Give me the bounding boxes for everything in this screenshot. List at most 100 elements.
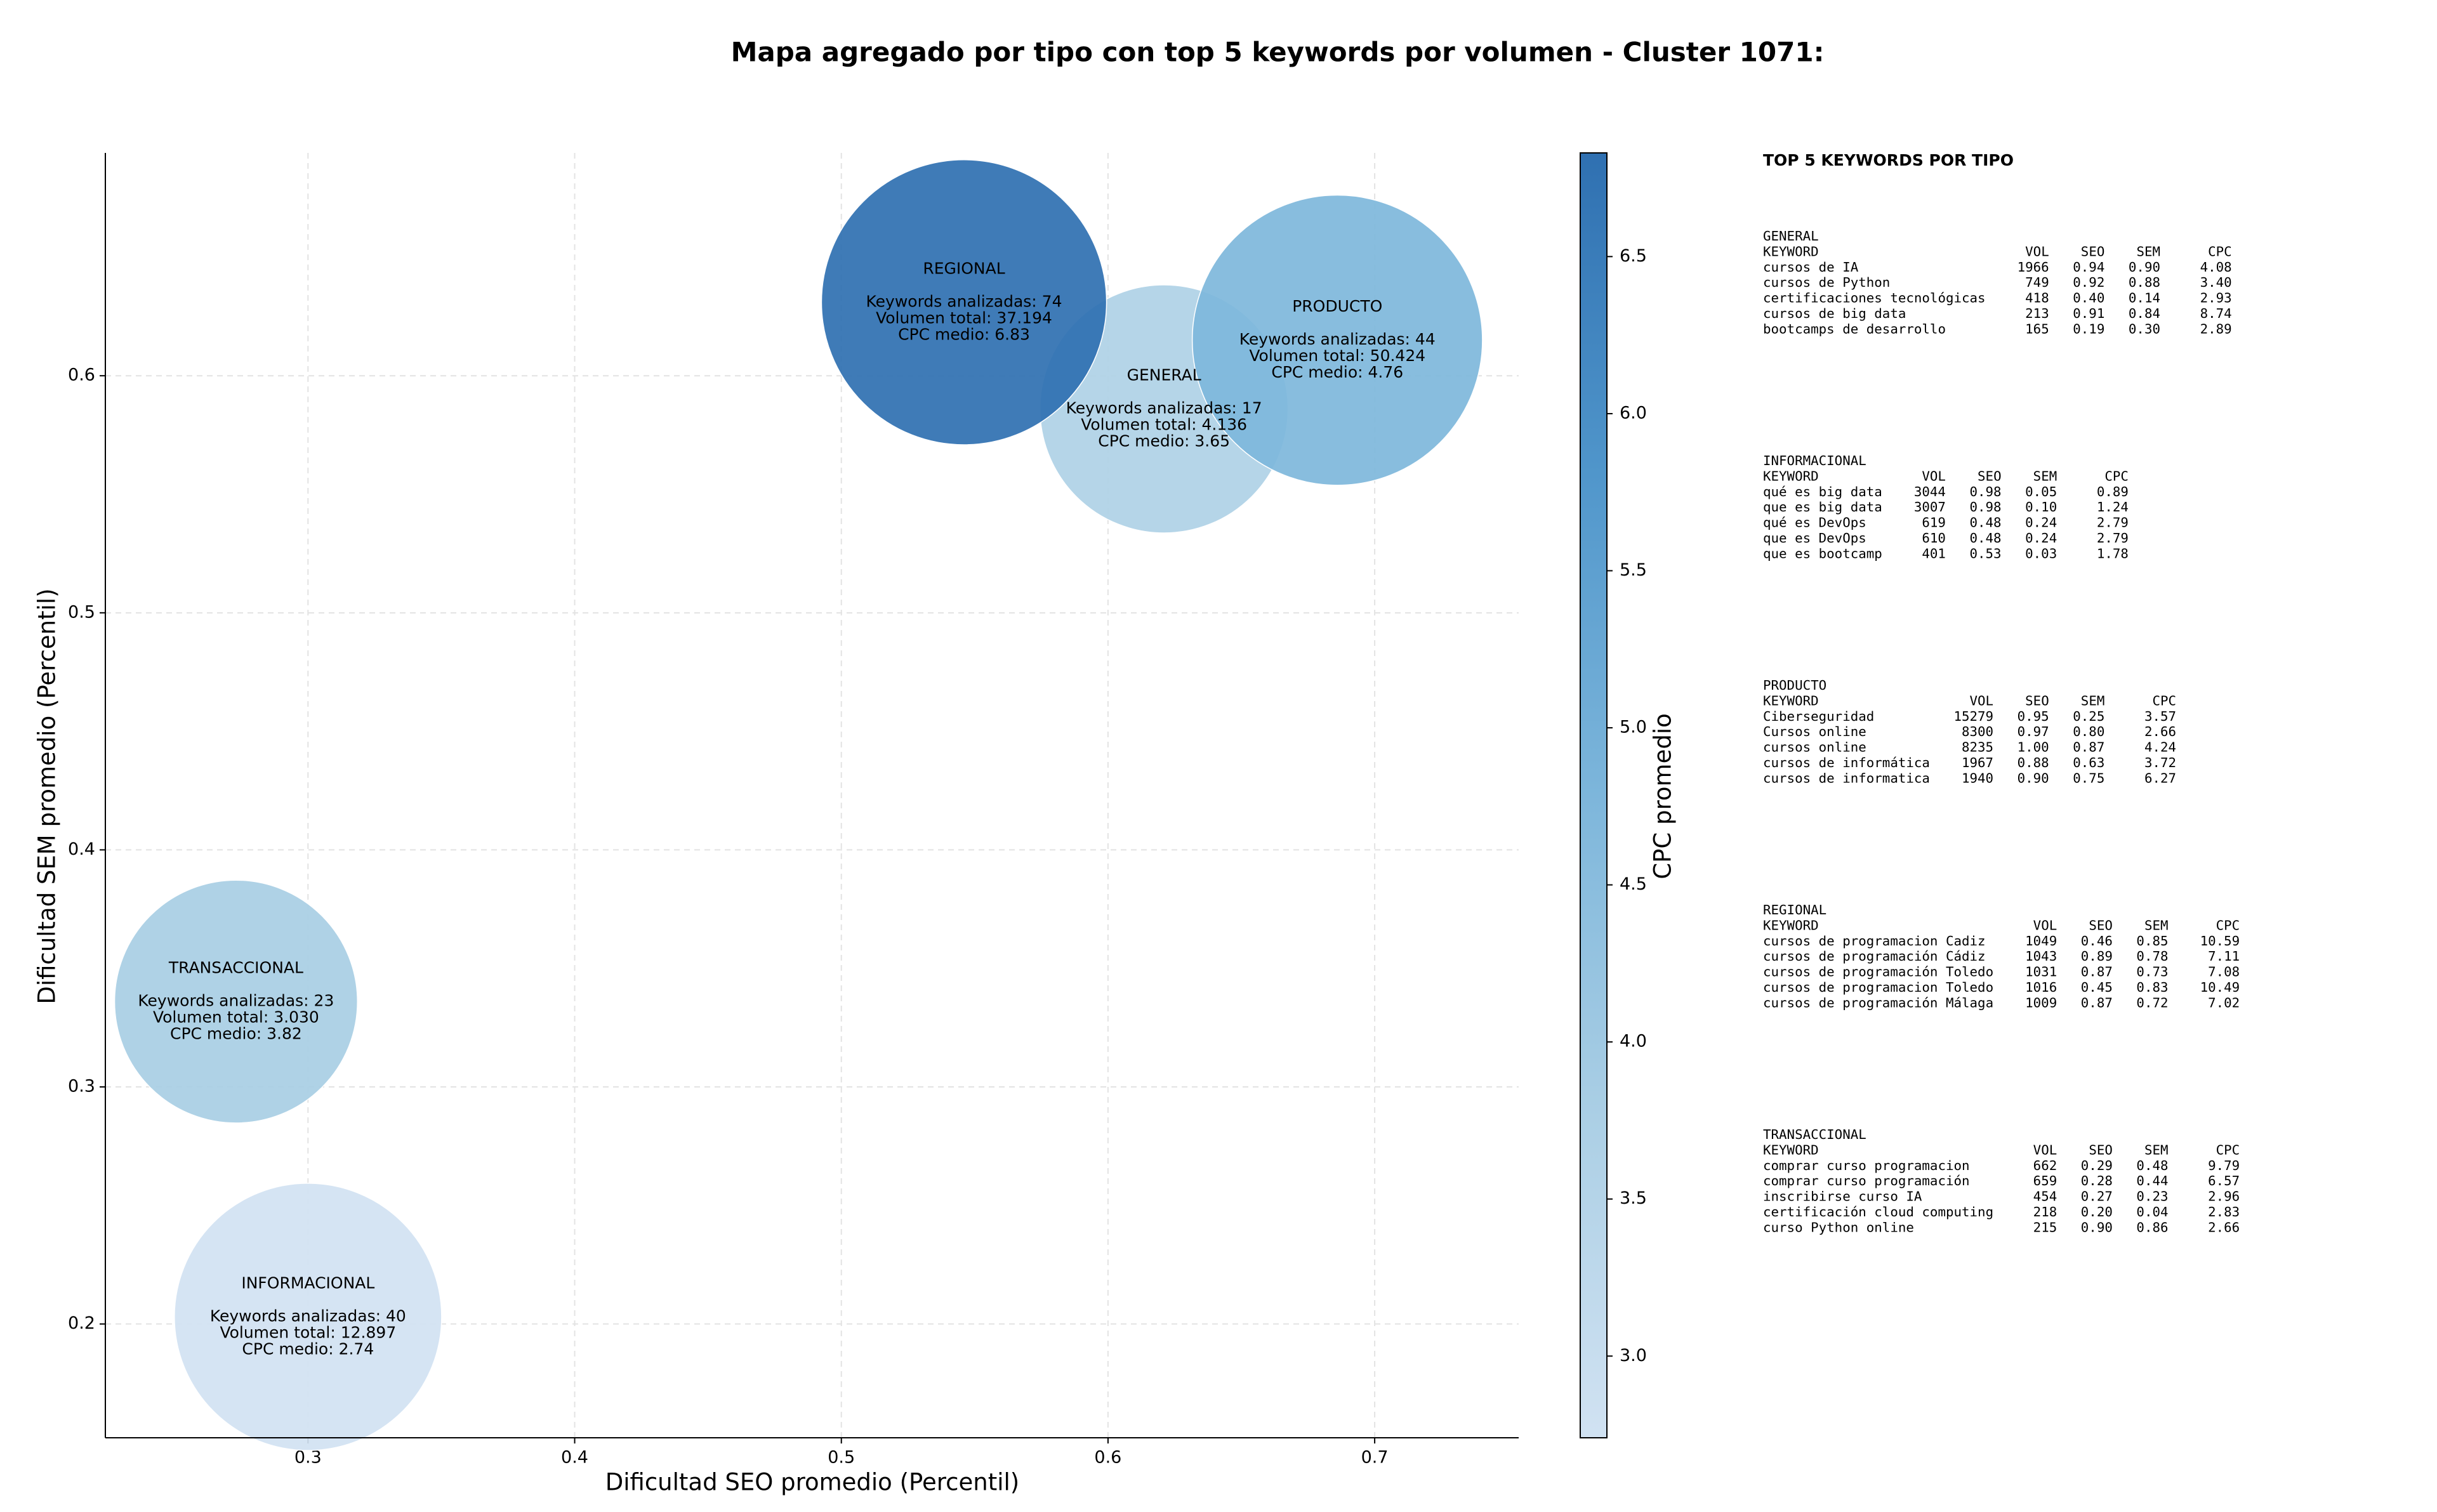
column-header: SEM <box>2144 1142 2169 1157</box>
table-cell: 0.72 <box>2136 995 2168 1010</box>
table-cell: 1.78 <box>2097 546 2129 561</box>
y-axis-label: Dificultad SEM promedio (Percentil) <box>34 588 61 1004</box>
table-cell: 0.87 <box>2073 740 2104 755</box>
column-header: KEYWORD <box>1763 244 1819 259</box>
table-cell: 6.57 <box>2208 1173 2240 1188</box>
table-cell: curso Python online <box>1763 1219 1914 1235</box>
table-cell: 1031 <box>2025 964 2057 980</box>
column-header: CPC <box>2208 244 2232 259</box>
table-cell: 3007 <box>1914 499 1946 515</box>
table-cell: 2.89 <box>2200 321 2232 336</box>
table-cell: que es bootcamp <box>1763 546 1882 561</box>
table-cell: 7.11 <box>2208 949 2240 964</box>
bubble-label: GENERAL <box>1127 366 1201 385</box>
table-cell: 0.48 <box>1970 515 2002 530</box>
column-header: CPC <box>2152 693 2176 708</box>
table-cell: 1.00 <box>2018 740 2049 755</box>
table-cell: 0.95 <box>2018 709 2049 724</box>
table-cell: 0.78 <box>2136 949 2168 964</box>
column-header: SEO <box>2025 693 2049 708</box>
table-cell: cursos de programacion Toledo <box>1763 980 1993 995</box>
column-header: SEO <box>2089 917 2113 933</box>
table-cell: 0.89 <box>2097 484 2129 499</box>
table-cell: cursos de informatica <box>1763 770 1930 786</box>
table-cell: 0.88 <box>2129 275 2160 290</box>
table-cell: 2.79 <box>2097 530 2129 546</box>
table-cell: 0.63 <box>2073 755 2104 770</box>
column-header: SEO <box>2081 244 2105 259</box>
column-header: SEM <box>2136 244 2160 259</box>
bubble-label: PRODUCTO <box>1292 297 1382 315</box>
table-cell: 0.23 <box>2136 1189 2168 1204</box>
table-cell: 0.46 <box>2081 933 2113 949</box>
bubble-annotation: Volumen total: 12.897 <box>220 1323 396 1341</box>
table-cell: 8.74 <box>2200 306 2232 321</box>
bubble <box>821 159 1107 445</box>
column-header: VOL <box>2033 1142 2057 1157</box>
colorbar-tick-label: 5.5 <box>1620 560 1647 580</box>
table-cell: 0.27 <box>2081 1189 2113 1204</box>
table-cell: 2.83 <box>2208 1204 2240 1219</box>
table-cell: 1049 <box>2025 933 2057 949</box>
column-header: VOL <box>1922 468 1946 483</box>
table-cell: 4.08 <box>2200 260 2232 275</box>
table-cell: que es DevOps <box>1763 530 1866 546</box>
table-cell: 0.14 <box>2129 291 2160 306</box>
table-cell: 8300 <box>1962 724 1993 739</box>
column-header: CPC <box>2216 917 2240 933</box>
table-title: TOP 5 KEYWORDS POR TIPO <box>1763 151 2014 169</box>
table-cell: 7.08 <box>2208 964 2240 980</box>
bubble-annotation: Keywords analizadas: 17 <box>1066 399 1262 417</box>
bubble-annotation: Keywords analizadas: 23 <box>138 992 334 1010</box>
table-cell: Cursos online <box>1763 724 1866 739</box>
column-header: VOL <box>2033 917 2057 933</box>
table-cell: 1043 <box>2025 949 2057 964</box>
bubble-annotation: CPC medio: 2.74 <box>242 1339 374 1358</box>
bubble-annotation: Volumen total: 4.136 <box>1081 416 1247 434</box>
table-cell: 0.48 <box>2136 1158 2168 1173</box>
table-cell: 0.87 <box>2081 995 2113 1010</box>
table-cell: cursos de programación Cádiz <box>1763 949 1986 964</box>
column-header: SEO <box>2089 1142 2113 1157</box>
y-tick-label: 0.2 <box>68 1313 95 1333</box>
colorbar <box>1580 152 1608 1438</box>
table-cell: 0.04 <box>2136 1204 2168 1219</box>
x-tick-label: 0.5 <box>828 1448 855 1468</box>
table-cell: 215 <box>2033 1219 2057 1235</box>
column-header: VOL <box>2025 244 2049 259</box>
table-cell: 0.40 <box>2073 291 2104 306</box>
table-cell: 3.57 <box>2144 709 2176 724</box>
y-tick-label: 0.6 <box>68 365 95 385</box>
table-cell: 0.48 <box>1970 530 2002 546</box>
table-cell: 0.85 <box>2136 933 2168 949</box>
column-header: SEM <box>2033 468 2057 483</box>
table-cell: 10.49 <box>2200 980 2240 995</box>
table-cell: cursos online <box>1763 740 1866 755</box>
table-cell: 0.97 <box>2018 724 2049 739</box>
table-cell: 0.75 <box>2073 770 2104 786</box>
bubble-annotation: Volumen total: 50.424 <box>1249 346 1425 365</box>
group-name: TRANSACCIONAL <box>1763 1127 1866 1142</box>
bubble-label: REGIONAL <box>923 259 1005 277</box>
table-cell: que es big data <box>1763 499 1882 515</box>
bubble <box>114 879 358 1124</box>
bubble-annotation: CPC medio: 3.82 <box>170 1025 302 1043</box>
table-cell: 418 <box>2025 291 2049 306</box>
bubble-annotation: Volumen total: 37.194 <box>876 308 1052 327</box>
table-cell: 1009 <box>2025 995 2057 1010</box>
y-tick-label: 0.4 <box>68 839 95 859</box>
table-cell: 0.84 <box>2129 306 2160 321</box>
table-cell: 659 <box>2033 1173 2057 1188</box>
bubble-label: TRANSACCIONAL <box>168 959 303 977</box>
table-cell: 3044 <box>1914 484 1946 499</box>
x-tick-label: 0.4 <box>561 1448 588 1468</box>
colorbar-tick-label: 4.5 <box>1620 874 1647 894</box>
table-cell: 0.91 <box>2073 306 2104 321</box>
table-cell: 0.20 <box>2081 1204 2113 1219</box>
column-header: CPC <box>2216 1142 2240 1157</box>
table-cell: cursos de programacion Cadiz <box>1763 933 1986 949</box>
bubble-annotation: Keywords analizadas: 74 <box>866 292 1062 310</box>
table-cell: 4.24 <box>2144 740 2176 755</box>
table-cell: 165 <box>2025 321 2049 336</box>
